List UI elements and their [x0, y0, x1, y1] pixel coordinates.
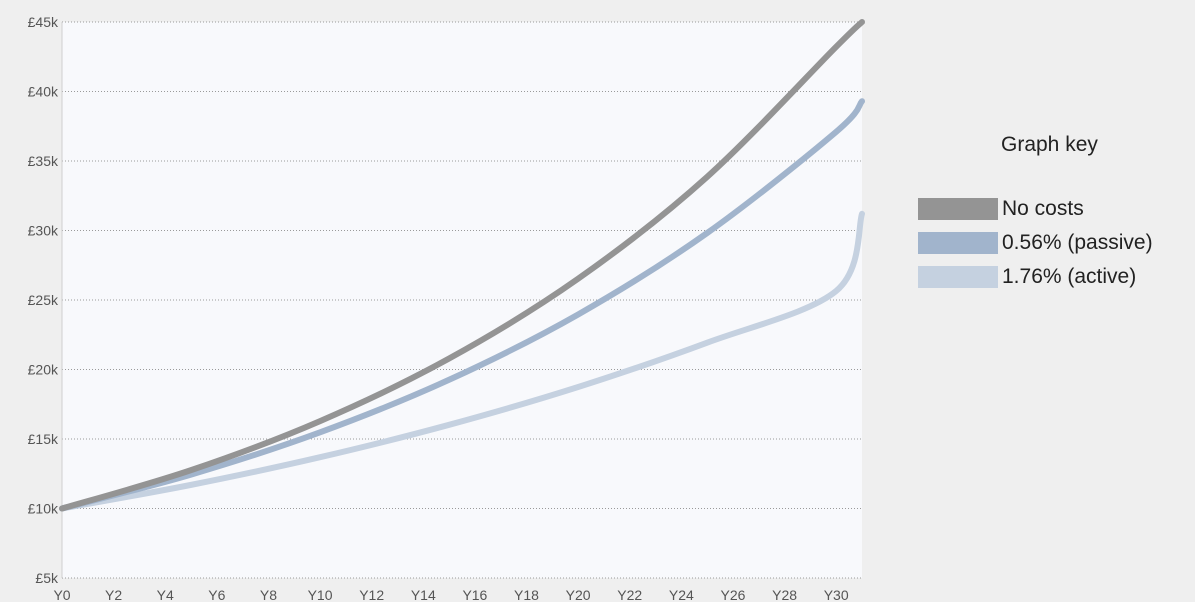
legend-title: Graph key	[1001, 133, 1098, 156]
x-tick-label: Y10	[308, 587, 333, 602]
series-line	[59, 98, 865, 512]
y-tick-label: £35k	[28, 153, 59, 169]
x-tick-label: Y20	[566, 587, 591, 602]
x-tick-label: Y8	[260, 587, 277, 602]
legend-item-active: 1.76% (active)	[918, 260, 1193, 294]
x-tick-label: Y14	[411, 587, 436, 602]
legend-label: No costs	[1002, 197, 1084, 220]
x-tick-label: Y26	[721, 587, 746, 602]
legend-item-passive: 0.56% (passive)	[918, 226, 1193, 260]
y-tick-label: £25k	[28, 292, 59, 308]
y-tick-label: £30k	[28, 223, 59, 239]
legend-swatch	[918, 232, 998, 254]
series-line	[59, 210, 865, 512]
legend-swatch	[918, 198, 998, 220]
x-tick-label: Y16	[462, 587, 487, 602]
x-tick-label: Y18	[514, 587, 539, 602]
series-line	[59, 19, 865, 512]
legend-swatch	[918, 266, 998, 288]
y-tick-label: £15k	[28, 431, 59, 447]
x-tick-label: Y22	[617, 587, 642, 602]
graph-legend: Graph key No costs 0.56% (passive) 1.76%…	[918, 130, 1193, 294]
x-tick-label: Y12	[359, 587, 384, 602]
y-tick-label: £40k	[28, 84, 59, 100]
line-chart: £5k £10k £15k £20k £25k £30k £35k £40k £45k Y0 Y2…	[28, 14, 865, 602]
y-tick-label: £20k	[28, 362, 59, 378]
y-tick-label: £5k	[35, 570, 59, 586]
x-tick-label: Y6	[208, 587, 225, 602]
legend-item-no-costs: No costs	[918, 192, 1193, 226]
x-tick-label: Y0	[53, 587, 70, 602]
legend-label: 0.56% (passive)	[1002, 231, 1153, 254]
y-tick-label: £45k	[28, 14, 59, 30]
x-tick-label: Y24	[669, 587, 694, 602]
y-tick-label: £10k	[28, 501, 59, 517]
x-tick-label: Y2	[105, 587, 122, 602]
x-tick-label: Y4	[157, 587, 174, 602]
legend-label: 1.76% (active)	[1002, 265, 1137, 288]
x-tick-label: Y28	[772, 587, 797, 602]
x-tick-label: Y30	[824, 587, 849, 602]
